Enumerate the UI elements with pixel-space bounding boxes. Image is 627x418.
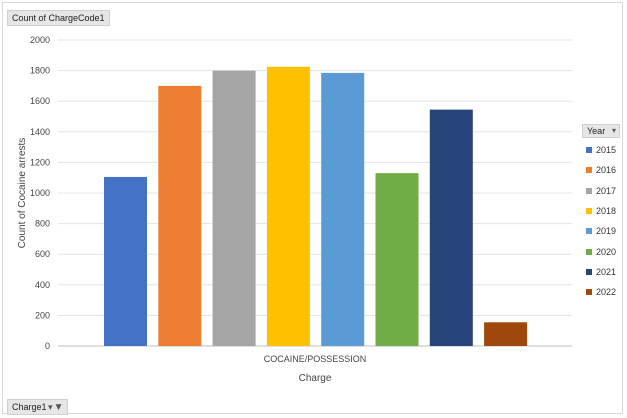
y-axis-title: Count of Cocaine arrests xyxy=(17,138,28,249)
charge-filter-label: Charge1 xyxy=(12,402,47,412)
legend-swatch xyxy=(586,167,592,174)
legend-label: 2015 xyxy=(596,145,617,155)
legend-swatch xyxy=(586,147,592,153)
dropdown-arrow-icon: ▾ xyxy=(48,402,53,412)
y-tick-label: 1800 xyxy=(30,66,50,76)
y-tick-label: 1600 xyxy=(30,96,50,106)
x-category-label: COCAINE/POSSESSION xyxy=(264,354,367,364)
bar-2015 xyxy=(104,176,147,346)
charge-filter-button[interactable]: Charge1 ▾ ▼ xyxy=(7,399,68,415)
legend-label: 2022 xyxy=(596,287,617,298)
bar-2020 xyxy=(375,173,419,346)
legend-swatch xyxy=(586,248,592,255)
bar-2019 xyxy=(321,72,365,347)
legend-swatch xyxy=(586,228,592,235)
legend-label: 2016 xyxy=(596,165,617,176)
bar-2018 xyxy=(266,66,310,347)
y-tick-label: 200 xyxy=(35,310,50,320)
bar-2021 xyxy=(429,109,473,347)
legend-swatch xyxy=(586,207,592,214)
funnel-icon: ▼ xyxy=(53,402,64,413)
legend-label: 2017 xyxy=(596,185,617,196)
legend-swatch xyxy=(586,289,592,296)
y-tick-label: 2000 xyxy=(30,35,50,45)
legend-label: 2020 xyxy=(596,246,617,257)
legend-year-filter[interactable]: Year ▾ xyxy=(582,124,620,138)
bar-2016 xyxy=(158,85,202,347)
y-tick-label: 800 xyxy=(35,219,50,229)
y-tick-label: 600 xyxy=(35,249,50,259)
legend-label: 2019 xyxy=(596,226,617,237)
dropdown-arrow-icon: ▾ xyxy=(611,126,616,135)
y-tick-label: 0 xyxy=(45,341,50,351)
y-tick-label: 1200 xyxy=(30,157,50,167)
legend-label: 2021 xyxy=(596,266,617,277)
y-tick-label: 1000 xyxy=(30,188,50,198)
y-tick-label: 1400 xyxy=(30,127,50,137)
bar-2017 xyxy=(212,70,256,346)
x-axis-title: Charge xyxy=(299,373,332,384)
legend-swatch xyxy=(586,187,592,194)
value-field-button[interactable]: Count of ChargeCode1 xyxy=(7,10,110,26)
y-tick-label: 400 xyxy=(35,280,50,290)
bar-2022 xyxy=(484,322,528,346)
legend-label: 2018 xyxy=(596,205,617,216)
legend-header-label: Year xyxy=(587,126,606,136)
legend-swatch xyxy=(586,268,592,275)
